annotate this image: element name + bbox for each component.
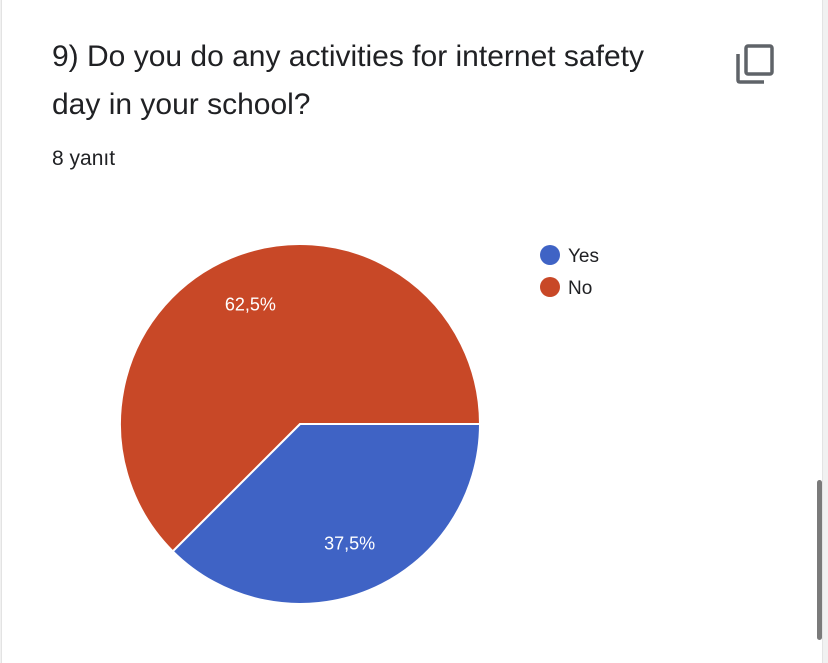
legend-label-yes: Yes bbox=[568, 246, 599, 267]
copy-chart-button[interactable] bbox=[732, 40, 780, 88]
legend-swatch-yes bbox=[540, 245, 560, 265]
pie-slice-no[interactable] bbox=[119, 243, 482, 553]
legend-label-no: No bbox=[568, 278, 592, 299]
legend-swatch-no bbox=[540, 277, 560, 297]
pie-slice-yes[interactable] bbox=[171, 423, 482, 605]
pie-label-yes: 37,5% bbox=[324, 534, 375, 554]
response-count: 8 yanıt bbox=[52, 147, 116, 170]
scrollbar-thumb[interactable] bbox=[817, 480, 822, 640]
copy-icon bbox=[736, 44, 774, 84]
pie-label-no: 62,5% bbox=[225, 294, 276, 314]
question-title: 9) Do you do any activities for internet… bbox=[52, 40, 644, 121]
